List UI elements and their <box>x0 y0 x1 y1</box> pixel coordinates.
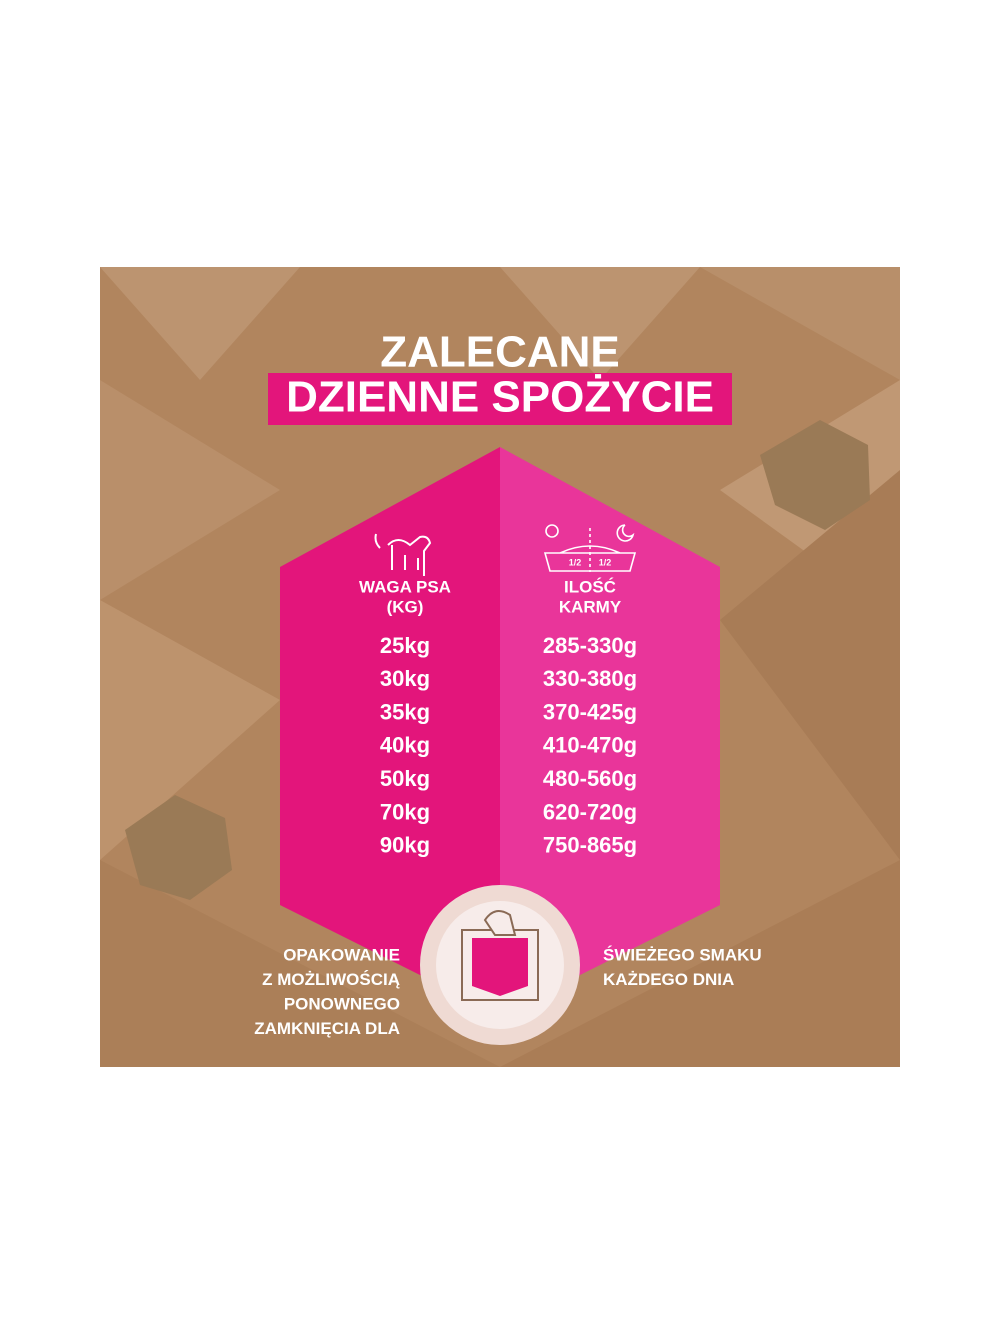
title: ZALECANE <box>380 328 620 377</box>
bowl-icon <box>543 524 637 572</box>
table-cell: 90kg <box>380 833 430 858</box>
footer-note: PONOWNEGO <box>284 994 400 1013</box>
column-header: (KG) <box>387 597 424 616</box>
hexagon-right <box>500 447 720 1015</box>
title-highlight <box>268 373 732 425</box>
table-cell: 25kg <box>380 633 430 658</box>
table-cell: 70kg <box>380 799 430 824</box>
table-cell: 40kg <box>380 733 430 758</box>
table-cell: 30kg <box>380 666 430 691</box>
table-cell: 35kg <box>380 699 430 724</box>
background-pattern <box>100 267 900 1067</box>
footer-note: Z MOŻLIWOŚCIĄ <box>262 970 400 989</box>
table-cell: 330-380g <box>543 666 637 691</box>
dog-icon <box>374 533 432 576</box>
bag-icon <box>461 910 539 1001</box>
icon-label: 1/2 <box>569 557 582 567</box>
column-header: WAGA PSA <box>359 577 451 596</box>
table-cell: 50kg <box>380 766 430 791</box>
table-cell: 285-330g <box>543 633 637 658</box>
icon-label: 1/2 <box>599 557 612 567</box>
hexagon-left <box>280 447 500 1015</box>
column-header: ILOŚĆ <box>564 577 616 596</box>
table-cell: 480-560g <box>543 766 637 791</box>
column-header: KARMY <box>559 597 622 616</box>
title: DZIENNE SPOŻYCIE <box>286 373 714 422</box>
footer-note: KAŻDEGO DNIA <box>603 970 734 989</box>
table-cell: 620-720g <box>543 799 637 824</box>
footer-note: ŚWIEŻEGO SMAKU <box>603 945 762 964</box>
table-cell: 410-470g <box>543 733 637 758</box>
footer: OPAKOWANIE Z MOŻLIWOŚCIĄ PONOWNEGO ZAMKNIĘC… <box>254 945 761 1038</box>
footer-note: ZAMKNIĘCIA DLA <box>254 1019 400 1038</box>
table-cell: 370-425g <box>543 699 637 724</box>
footer-note: OPAKOWANIE <box>283 945 400 964</box>
table-cell: 750-865g <box>543 833 637 858</box>
kibble <box>760 420 870 530</box>
kibble <box>125 795 232 900</box>
